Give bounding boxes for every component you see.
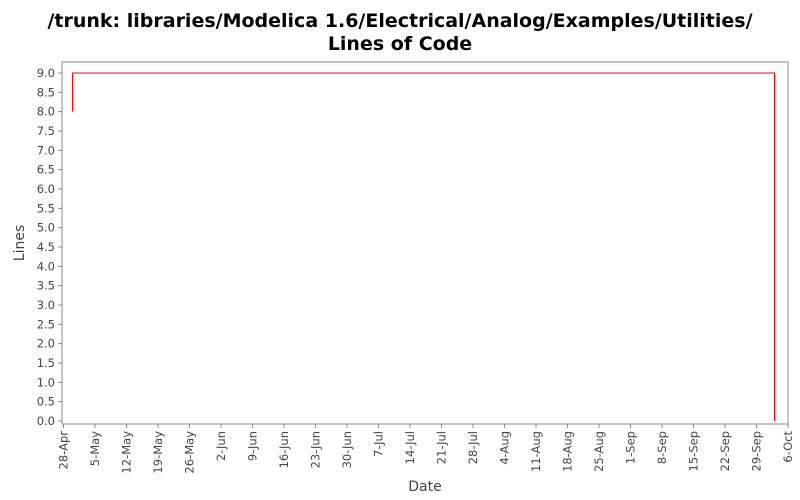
y-tick-label: 5.5 xyxy=(37,201,55,215)
x-tick-label: 19-May xyxy=(151,431,165,474)
x-tick-label: 25-Aug xyxy=(592,431,606,472)
x-tick-label: 29-Sep xyxy=(750,431,764,471)
x-tick-label: 4-Aug xyxy=(498,431,512,465)
x-axis-label: Date xyxy=(408,479,441,495)
chart-title-line1: /trunk: libraries/Modelica 1.6/Electrica… xyxy=(47,10,753,32)
y-tick-label: 3.5 xyxy=(37,279,55,293)
y-tick-label: 0.0 xyxy=(37,414,55,428)
x-tick-label: 14-Jul xyxy=(403,431,417,464)
series-line xyxy=(72,72,775,421)
x-tick-label: 28-Apr xyxy=(57,431,71,470)
x-tick-label: 1-Sep xyxy=(624,431,638,464)
plot-area xyxy=(61,61,789,425)
y-tick-label: 4.0 xyxy=(37,259,55,273)
x-tick-label: 23-Jun xyxy=(309,431,323,468)
y-tick-label: 4.5 xyxy=(37,240,55,254)
x-tick-label: 16-Jun xyxy=(277,431,291,468)
x-tick-label: 6-Oct xyxy=(781,431,795,463)
x-tick-label: 2-Jun xyxy=(214,431,228,461)
x-tick-label: 26-May xyxy=(183,431,197,474)
x-tick-label: 30-Jun xyxy=(340,431,354,468)
y-tick-label: 5.0 xyxy=(37,221,55,235)
y-tick-label: 3.0 xyxy=(37,298,55,312)
x-tick-label: 12-May xyxy=(120,431,134,474)
y-tick-label: 6.0 xyxy=(37,182,55,196)
x-tick-label: 8-Sep xyxy=(655,431,669,464)
x-tick-label: 5-May xyxy=(88,431,102,466)
y-axis-label: Lines xyxy=(12,225,28,261)
y-tick-label: 7.5 xyxy=(37,124,55,138)
y-tick-label: 8.0 xyxy=(37,105,55,119)
y-tick-label: 7.0 xyxy=(37,143,55,157)
x-tick-label: 7-Jul xyxy=(372,431,386,457)
x-tick-label: 22-Sep xyxy=(718,431,732,471)
y-tick-label: 8.5 xyxy=(37,85,55,99)
x-tick-label: 15-Sep xyxy=(687,431,701,471)
x-tick-label: 9-Jun xyxy=(246,431,260,461)
x-tick-label: 11-Aug xyxy=(529,431,543,472)
chart-title-line2: Lines of Code xyxy=(327,33,473,55)
y-tick-label: 1.0 xyxy=(37,375,55,389)
x-tick-label: 18-Aug xyxy=(561,431,575,472)
y-tick-label: 2.0 xyxy=(37,337,55,351)
y-tick-label: 2.5 xyxy=(37,317,55,331)
x-tick-label: 21-Jul xyxy=(435,431,449,464)
y-tick-label: 1.5 xyxy=(37,356,55,370)
x-tick-label: 28-Jul xyxy=(466,431,480,464)
y-tick-label: 9.0 xyxy=(37,66,55,80)
y-tick-label: 0.5 xyxy=(37,395,55,409)
y-tick-label: 6.5 xyxy=(37,163,55,177)
